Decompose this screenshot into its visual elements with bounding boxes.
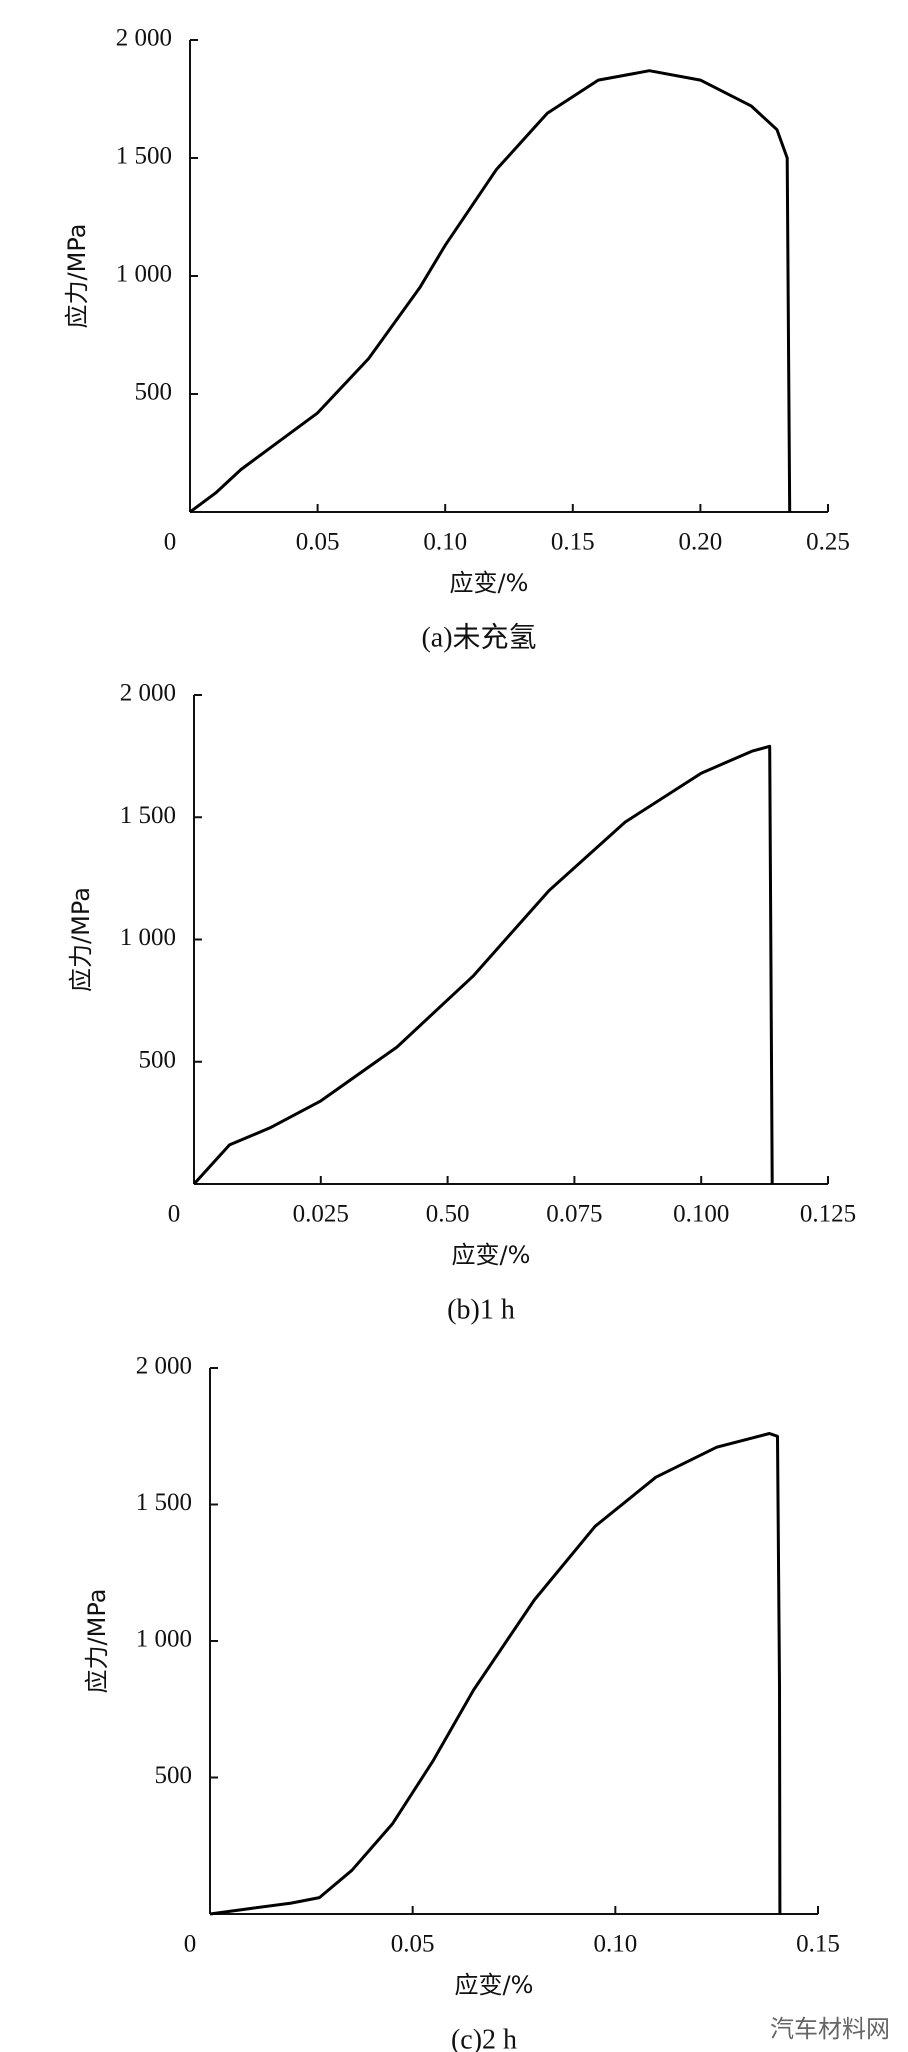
y-tick-label: 500 bbox=[135, 379, 173, 406]
y-tick-label: 1 500 bbox=[120, 802, 176, 829]
stress-strain-curve bbox=[209, 1432, 782, 1916]
x-tick-label: 0.50 bbox=[426, 1201, 470, 1228]
x-tick-label: 0.05 bbox=[296, 529, 340, 556]
x-tick-label: 0.100 bbox=[673, 1201, 729, 1228]
caption: (c)2 h bbox=[451, 2024, 517, 2052]
x-tick-label: 0.125 bbox=[800, 1201, 856, 1228]
x-tick-label: 0.20 bbox=[679, 529, 723, 556]
y-tick-label: 500 bbox=[155, 1762, 193, 1789]
x-tick-label: 0 bbox=[168, 1201, 181, 1228]
x-tick-label: 0.025 bbox=[293, 1201, 349, 1228]
x-tick-label: 0.10 bbox=[593, 1931, 637, 1958]
x-tick-label: 0.075 bbox=[546, 1201, 602, 1228]
y-tick-label: 500 bbox=[139, 1046, 177, 1073]
stress-strain-curve bbox=[189, 69, 792, 514]
y-tick-label: 2 000 bbox=[120, 680, 176, 707]
x-tick-label: 0 bbox=[164, 529, 177, 556]
watermark: 汽车材料网 bbox=[770, 2015, 890, 2043]
y-tick-label: 2 000 bbox=[116, 25, 172, 52]
y-tick-label: 1 500 bbox=[116, 143, 172, 170]
caption: (a)未充氢 bbox=[421, 621, 536, 653]
caption: (b)1 h bbox=[447, 1294, 515, 1325]
y-axis-label: 应力/MPa bbox=[63, 224, 91, 329]
y-tick-label: 1 000 bbox=[120, 924, 176, 951]
x-tick-label: 0.10 bbox=[423, 529, 467, 556]
x-axis-label: 应变/% bbox=[452, 1241, 531, 1269]
x-tick-label: 0.25 bbox=[806, 529, 850, 556]
x-tick-label: 0.15 bbox=[551, 529, 595, 556]
x-axis-label: 应变/% bbox=[455, 1971, 534, 1999]
y-tick-label: 1 000 bbox=[136, 1626, 192, 1653]
y-axis-label: 应力/MPa bbox=[67, 887, 95, 992]
stress-strain-curve bbox=[192, 744, 774, 1186]
y-axis-label: 应力/MPa bbox=[83, 1589, 111, 1694]
y-tick-label: 2 000 bbox=[136, 1353, 192, 1380]
y-tick-label: 1 000 bbox=[116, 261, 172, 288]
x-tick-label: 0.05 bbox=[391, 1931, 435, 1958]
y-tick-label: 1 500 bbox=[136, 1489, 192, 1516]
x-axis-label: 应变/% bbox=[450, 569, 529, 597]
x-tick-label: 0.15 bbox=[796, 1931, 840, 1958]
x-tick-label: 0 bbox=[184, 1931, 197, 1958]
